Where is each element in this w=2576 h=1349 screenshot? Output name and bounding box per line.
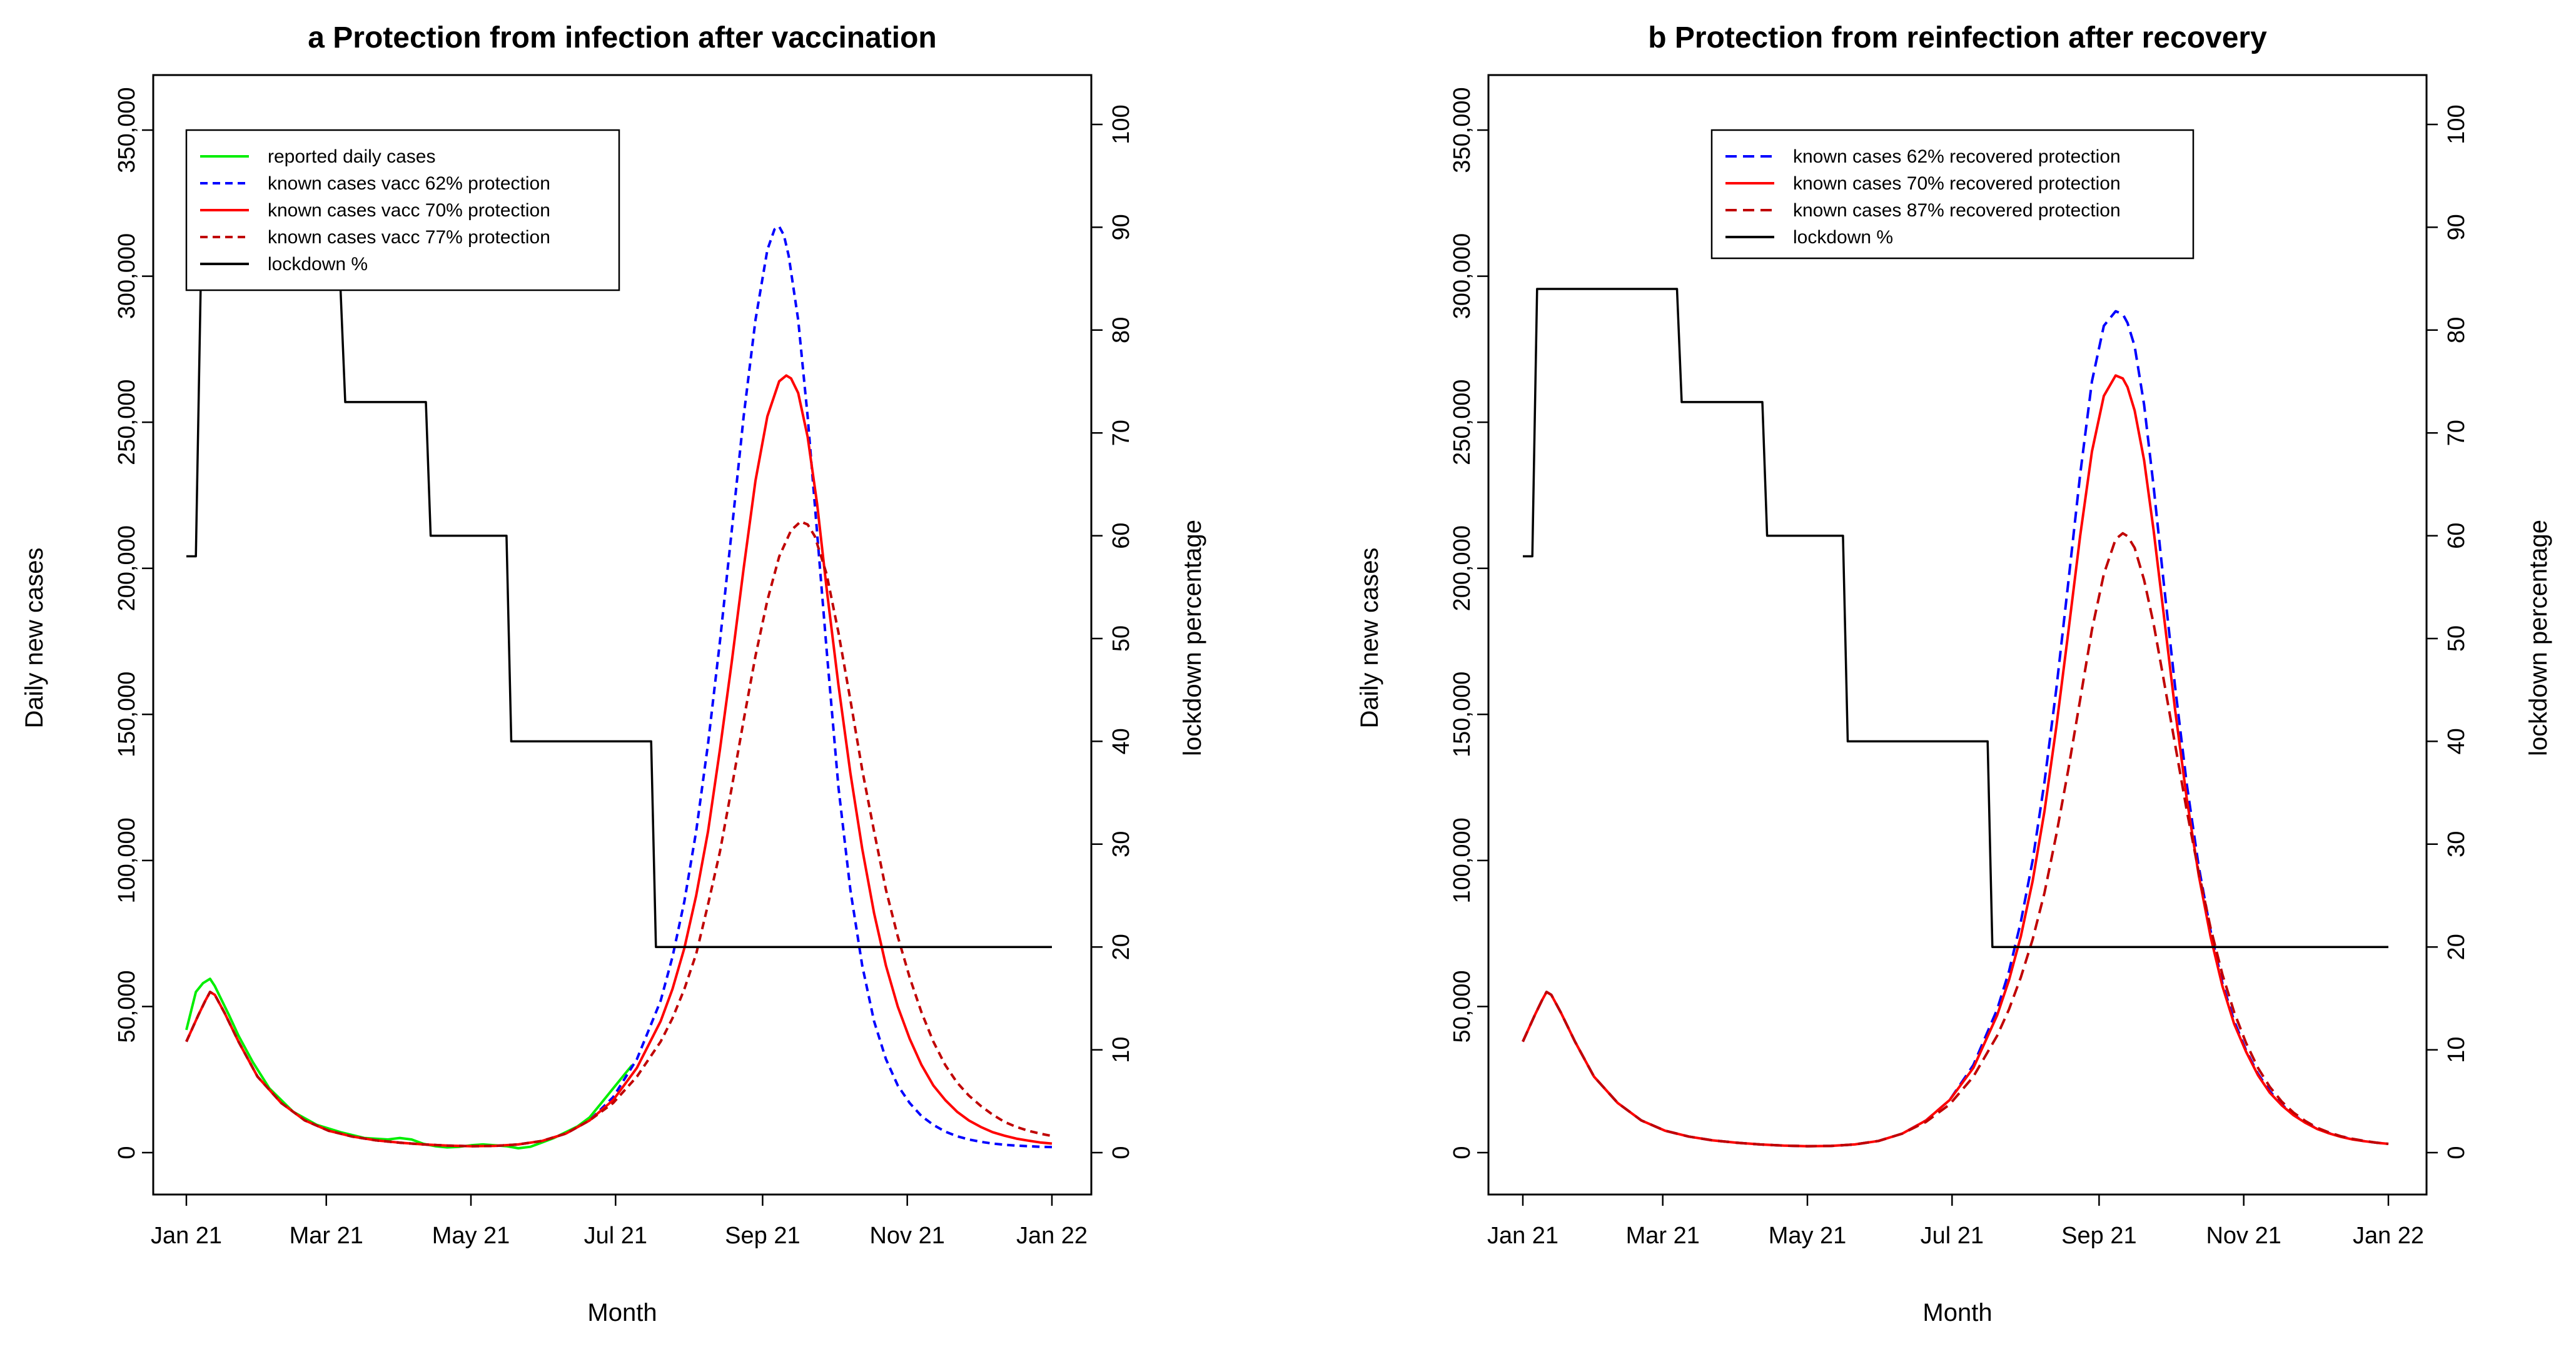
y2-tick-label: 20 — [2443, 934, 2470, 960]
legend-label: known cases vacc 70% protection — [268, 200, 550, 221]
chart-title: b Protection from reinfection after reco… — [1648, 21, 2267, 54]
series-line-known-cases-vacc-77-protection — [185, 520, 1053, 1148]
y-tick-label: 50,000 — [114, 970, 140, 1043]
y2-tick-label: 30 — [1108, 831, 1134, 857]
y-tick-label: 200,000 — [114, 525, 140, 611]
y2-axis-title: lockdown percentage — [2525, 520, 2552, 756]
x-axis: Jan 21 Mar 21 May 21 Jul 21 Sep 21 Nov 21 Jan … — [1487, 1195, 2424, 1249]
legend-label: known cases 62% recovered protection — [1793, 146, 2121, 167]
legend-label: reported daily cases — [268, 146, 435, 167]
legend-label: lockdown % — [268, 254, 368, 275]
x-tick-label: Jan 22 — [1016, 1223, 1088, 1249]
series-line-known-cases-70-recovered-protection — [1522, 374, 2389, 1148]
y2-tick-label: 50 — [1108, 625, 1134, 652]
series-line-known-cases-vacc-70-protection — [185, 374, 1053, 1148]
y2-tick-label: 0 — [2443, 1146, 2470, 1159]
plot-frame — [1487, 74, 2428, 1196]
series-line-lockdown — [186, 288, 1052, 948]
x-tick-label: Jul 21 — [584, 1223, 647, 1249]
y-tick-label: 150,000 — [114, 672, 140, 757]
x-axis-title: Month — [1922, 1299, 1992, 1326]
x-tick-label: Mar 21 — [1626, 1223, 1700, 1249]
x-axis: Jan 21 Mar 21 May 21 Jul 21 Sep 21 Nov 21 Jan … — [151, 1195, 1088, 1249]
y-axis-right: 0 10 20 30 40 50 60 70 80 90 100 — [1091, 104, 1134, 1160]
series-line-lockdown — [1523, 288, 2388, 948]
legend-box — [185, 129, 620, 291]
y2-tick-label: 80 — [2443, 317, 2470, 343]
series-group — [185, 225, 1053, 1149]
y2-tick-label: 90 — [1108, 214, 1134, 240]
y2-tick-label: 10 — [1108, 1036, 1134, 1063]
y2-tick-label: 100 — [2443, 104, 2470, 144]
y2-tick-label: 70 — [1108, 420, 1134, 446]
y2-tick-label: 40 — [2443, 728, 2470, 754]
y-axis-left: 0 50,000 100,000 150,000 200,000 250,000 300,0… — [114, 87, 153, 1160]
y-tick-label: 300,000 — [114, 233, 140, 319]
y-tick-label: 350,000 — [1449, 87, 1475, 173]
y2-tick-label: 30 — [2443, 831, 2470, 857]
chart-panel-a: a Protection from infection after vaccin… — [21, 21, 1206, 1326]
y-tick-label: 0 — [1449, 1146, 1475, 1159]
y-tick-label: 100,000 — [114, 817, 140, 903]
y2-tick-label: 50 — [2443, 625, 2470, 652]
legend: known cases 62% recovered protection know… — [1710, 129, 2195, 260]
chart-title: a Protection from infection after vaccin… — [308, 21, 937, 54]
x-tick-label: Nov 21 — [869, 1223, 944, 1249]
y-tick-label: 0 — [114, 1146, 140, 1159]
y2-tick-label: 70 — [2443, 420, 2470, 446]
y-axis-right: 0 10 20 30 40 50 60 70 80 90 100 — [2427, 104, 2470, 1160]
y-tick-label: 100,000 — [1449, 817, 1475, 903]
legend-label: known cases 70% recovered protection — [1793, 173, 2121, 194]
y-axis-left: 0 50,000 100,000 150,000 200,000 250,000 300,0… — [1449, 87, 1488, 1160]
x-tick-label: Mar 21 — [290, 1223, 363, 1249]
x-tick-label: May 21 — [432, 1223, 510, 1249]
y2-tick-label: 0 — [1108, 1146, 1134, 1159]
y-axis-title: Daily new cases — [21, 547, 48, 728]
legend-label: known cases vacc 62% protection — [268, 173, 550, 194]
x-tick-label: Sep 21 — [725, 1223, 800, 1249]
x-tick-label: Jul 21 — [1921, 1223, 1984, 1249]
y2-tick-label: 10 — [2443, 1036, 2470, 1063]
x-axis-title: Month — [587, 1299, 657, 1326]
series-group — [1522, 288, 2389, 1148]
legend-label: lockdown % — [1793, 227, 1893, 248]
y-tick-label: 150,000 — [1449, 672, 1475, 757]
y-tick-label: 350,000 — [114, 87, 140, 173]
y-tick-label: 250,000 — [114, 379, 140, 465]
chart-panel-b: b Protection from reinfection after reco… — [1356, 21, 2552, 1326]
y2-tick-label: 60 — [1108, 522, 1134, 548]
legend-label: known cases 87% recovered protection — [1793, 200, 2121, 221]
legend: reported daily cases known cases vacc 62%… — [185, 129, 620, 291]
x-tick-label: Jan 22 — [2353, 1223, 2424, 1249]
y2-axis-title: lockdown percentage — [1179, 520, 1206, 756]
x-tick-label: Nov 21 — [2206, 1223, 2281, 1249]
plot-frame — [152, 74, 1093, 1196]
series-line-known-cases-62-recovered-protection — [1522, 310, 2389, 1148]
y2-tick-label: 90 — [2443, 214, 2470, 240]
y2-tick-label: 40 — [1108, 728, 1134, 754]
y2-tick-label: 20 — [1108, 934, 1134, 960]
y-tick-label: 300,000 — [1449, 233, 1475, 319]
y2-tick-label: 80 — [1108, 317, 1134, 343]
legend-label: known cases vacc 77% protection — [268, 227, 550, 248]
y-tick-label: 50,000 — [1449, 970, 1475, 1043]
series-line-reported-daily-cases — [185, 978, 634, 1149]
y2-tick-label: 60 — [2443, 522, 2470, 548]
series-line-known-cases-vacc-62-protection — [185, 225, 1053, 1149]
y-tick-label: 200,000 — [1449, 525, 1475, 611]
y-tick-label: 250,000 — [1449, 379, 1475, 465]
series-line-known-cases-87-recovered-protection — [1522, 532, 2389, 1148]
x-tick-label: Sep 21 — [2061, 1223, 2136, 1249]
y-axis-title: Daily new cases — [1356, 547, 1383, 728]
y2-tick-label: 100 — [1108, 104, 1134, 144]
x-tick-label: Jan 21 — [151, 1223, 222, 1249]
x-tick-label: Jan 21 — [1487, 1223, 1558, 1249]
x-tick-label: May 21 — [1769, 1223, 1847, 1249]
legend-box — [1710, 129, 2195, 260]
